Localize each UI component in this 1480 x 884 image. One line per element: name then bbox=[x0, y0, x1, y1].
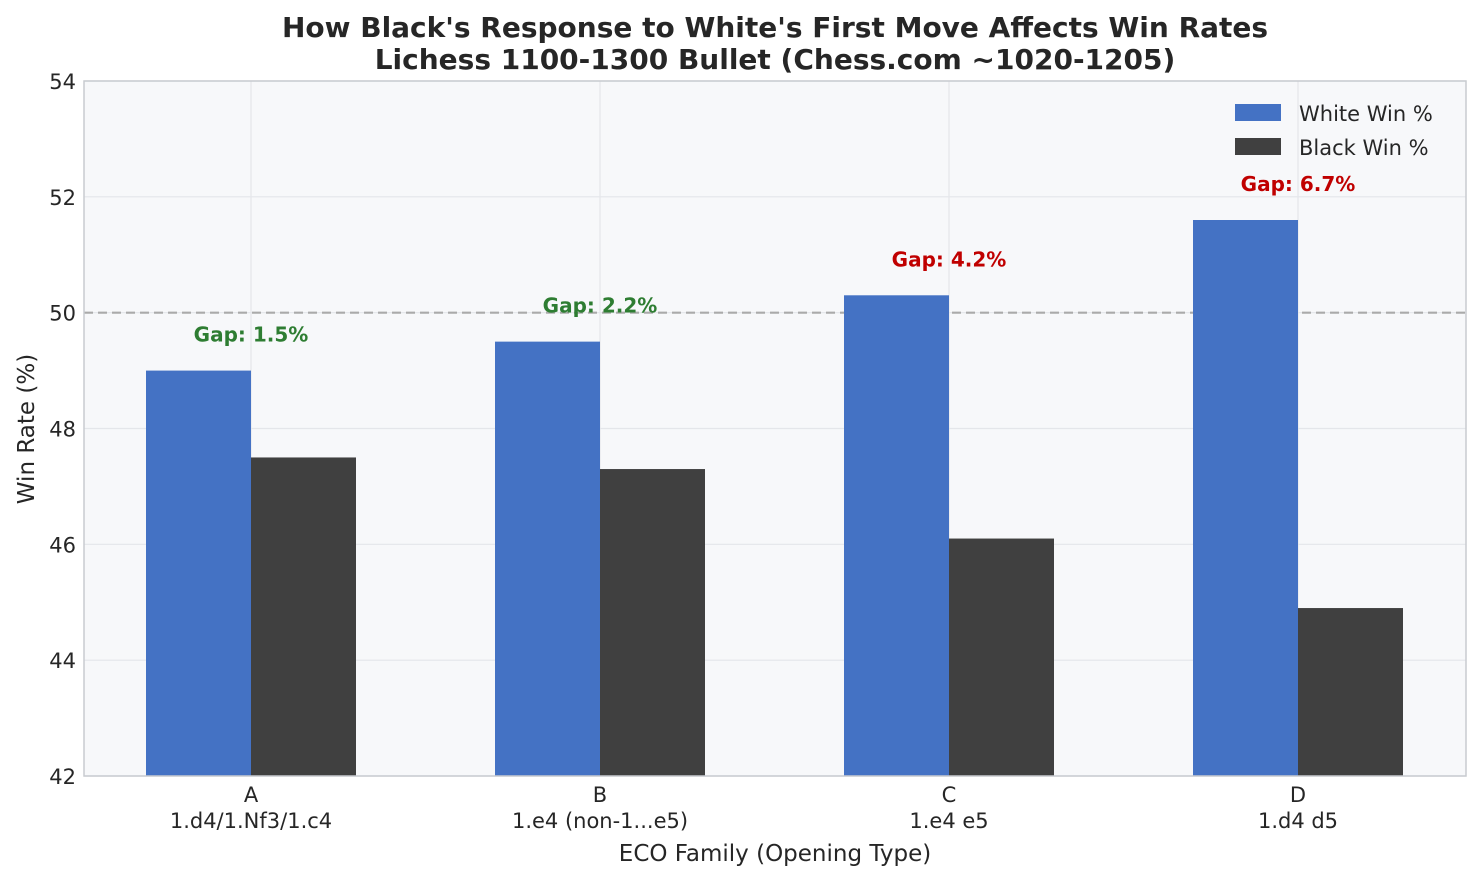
x-axis-label: ECO Family (Opening Type) bbox=[619, 841, 931, 867]
white-win-bar-c bbox=[844, 295, 949, 776]
black-win-bar-b bbox=[600, 469, 705, 776]
gap-label-a: Gap: 1.5% bbox=[194, 323, 309, 347]
white-win-bar-d bbox=[1193, 220, 1298, 776]
y-tick-label: 54 bbox=[49, 70, 76, 94]
x-tick-opening-a: 1.d4/1.Nf3/1.c4 bbox=[170, 809, 332, 833]
x-tick-code-b: B bbox=[593, 783, 607, 807]
white-win-bar-b bbox=[495, 341, 600, 776]
legend-label-0: White Win % bbox=[1299, 102, 1433, 126]
x-tick-code-c: C bbox=[942, 783, 957, 807]
x-tick-opening-d: 1.d4 d5 bbox=[1258, 809, 1338, 833]
y-tick-label: 46 bbox=[49, 533, 76, 557]
y-tick-label: 42 bbox=[49, 765, 76, 789]
y-axis-label: Win Rate (%) bbox=[14, 354, 40, 504]
legend-swatch-1 bbox=[1235, 138, 1281, 155]
chart-title-line-2: Lichess 1100-1300 Bullet (Chess.com ~102… bbox=[375, 43, 1176, 76]
y-tick-label: 52 bbox=[49, 186, 76, 210]
x-tick-opening-c: 1.e4 e5 bbox=[909, 809, 988, 833]
bars bbox=[146, 220, 1403, 776]
y-tick-label: 50 bbox=[49, 302, 76, 326]
legend: White Win % Black Win % bbox=[1235, 102, 1433, 160]
y-tick-label: 44 bbox=[49, 649, 76, 673]
plot-frame bbox=[83, 80, 1467, 777]
gap-label-d: Gap: 6.7% bbox=[1241, 172, 1356, 196]
x-tick-labels: A1.d4/1.Nf3/1.c4 B1.e4 (non-1...e5) C1.e4 … bbox=[170, 783, 1338, 833]
gap-label-b: Gap: 2.2% bbox=[543, 294, 658, 318]
legend-swatch-0 bbox=[1235, 104, 1281, 121]
y-tick-labels: 42 44 46 48 50 52 54 bbox=[49, 70, 76, 789]
x-tick-code-d: D bbox=[1290, 783, 1306, 807]
black-win-bar-d bbox=[1298, 608, 1403, 776]
white-win-bar-a bbox=[146, 370, 251, 776]
black-win-bar-a bbox=[251, 457, 356, 776]
black-win-bar-c bbox=[949, 538, 1054, 776]
x-tick-opening-b: 1.e4 (non-1...e5) bbox=[512, 809, 688, 833]
chart-title-line-1: How Black's Response to White's First Mo… bbox=[282, 11, 1268, 44]
y-tick-label: 48 bbox=[49, 418, 76, 442]
x-tick-code-a: A bbox=[244, 783, 259, 807]
gap-annotations: Gap: 1.5% Gap: 2.2% Gap: 4.2% Gap: 6.7% bbox=[194, 172, 1356, 347]
legend-label-1: Black Win % bbox=[1299, 136, 1429, 160]
gap-label-c: Gap: 4.2% bbox=[892, 247, 1007, 271]
